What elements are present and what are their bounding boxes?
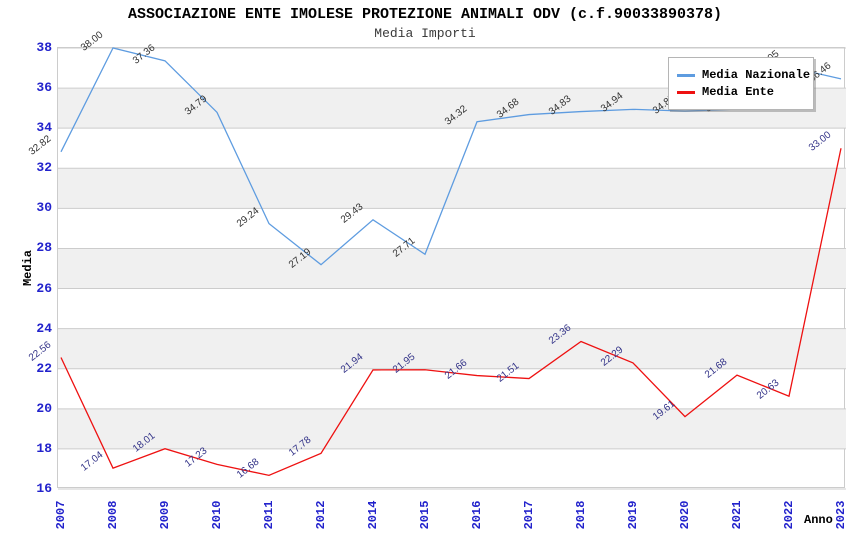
y-tick-label: 38 <box>36 40 52 55</box>
alt-band <box>58 248 846 289</box>
y-tick-label: 18 <box>36 440 52 456</box>
chart-subtitle: Media Importi <box>374 26 476 41</box>
x-tick-label: 2012 <box>314 500 328 530</box>
legend-item-media-nazionale: Media Nazionale <box>677 68 810 82</box>
x-tick-label: 2011 <box>262 500 276 530</box>
chart-title: ASSOCIAZIONE ENTE IMOLESE PROTEZIONE ANI… <box>127 6 723 23</box>
chart-canvas <box>58 47 846 490</box>
x-tick-label: 2007 <box>54 500 68 530</box>
x-tick-label: 2020 <box>678 500 692 530</box>
y-tick-label: 26 <box>36 280 52 296</box>
y-tick-label: 24 <box>36 320 52 336</box>
y-tick-label: 22 <box>36 360 52 376</box>
x-axis-title: Anno <box>804 513 833 527</box>
series-line-media-nazionale <box>60 47 842 266</box>
y-tick-label: 30 <box>36 200 52 216</box>
x-tick-label: 2017 <box>522 500 536 530</box>
x-tick-label: 2015 <box>418 500 432 530</box>
x-tick-label: 2022 <box>782 500 796 530</box>
legend-item-media-ente: Media Ente <box>677 85 805 99</box>
red-line-swatch-icon <box>677 90 695 94</box>
x-tick-label: 2019 <box>626 500 640 530</box>
x-tick-label: 2014 <box>366 500 380 530</box>
y-tick-label: 28 <box>36 240 52 256</box>
y-tick-label: 16 <box>36 481 52 496</box>
x-tick-label: 2021 <box>730 500 744 530</box>
data-label: 32.82 <box>26 133 54 158</box>
x-tick-label: 2016 <box>470 500 484 530</box>
y-tick-label: 20 <box>36 400 52 416</box>
alt-band <box>58 408 846 449</box>
legend: Media Nazionale Media Ente <box>668 57 814 110</box>
series-line-media-ente <box>60 148 842 477</box>
x-tick-label: 2009 <box>158 500 172 530</box>
x-tick-label: 2018 <box>574 500 588 530</box>
x-tick-label: 2008 <box>106 500 120 530</box>
y-tick-label: 34 <box>36 120 52 136</box>
legend-label: Media Ente <box>702 85 775 99</box>
alt-band <box>58 328 846 369</box>
legend-label: Media Nazionale <box>702 68 811 82</box>
blue-line-swatch-icon <box>677 73 695 77</box>
y-tick-label: 36 <box>36 80 52 96</box>
y-tick-label: 32 <box>36 160 52 176</box>
plot-area: 16 18 20 22 24 26 28 30 32 34 36 38 2007 2008 2009 2010… <box>27 30 848 530</box>
alt-band <box>58 168 846 209</box>
x-tick-label: 2023 <box>834 500 848 530</box>
x-tick-label: 2010 <box>210 500 224 530</box>
